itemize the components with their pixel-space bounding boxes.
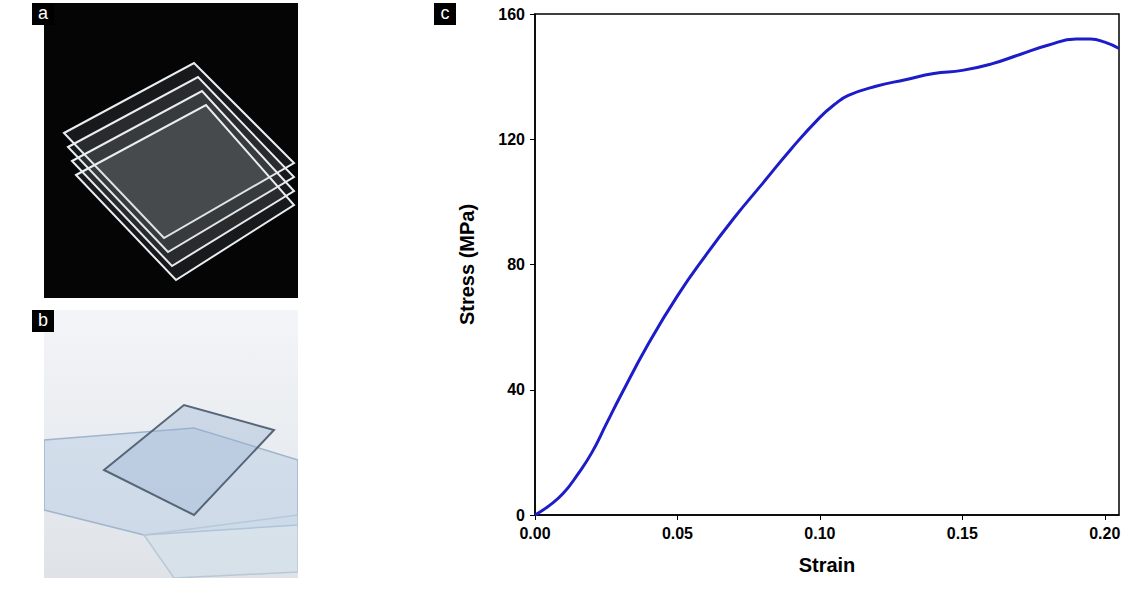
svg-text:0.10: 0.10: [804, 525, 835, 542]
svg-text:0.05: 0.05: [662, 525, 693, 542]
html-text:b: b: [38, 310, 48, 330]
svg-text:0.20: 0.20: [1089, 525, 1120, 542]
html-text:a: a: [38, 3, 48, 23]
svg-text:0.00: 0.00: [519, 525, 550, 542]
svg-text:120: 120: [498, 131, 525, 148]
svg-text:0: 0: [516, 507, 525, 524]
svg-text:160: 160: [498, 6, 525, 23]
svg-text:Strain: Strain: [799, 554, 856, 576]
html-text:c: c: [440, 3, 450, 23]
svg-text:40: 40: [507, 381, 525, 398]
svg-text:80: 80: [507, 256, 525, 273]
svg-text:0.15: 0.15: [947, 525, 978, 542]
svg-text:Stress (MPa): Stress (MPa): [456, 204, 478, 325]
